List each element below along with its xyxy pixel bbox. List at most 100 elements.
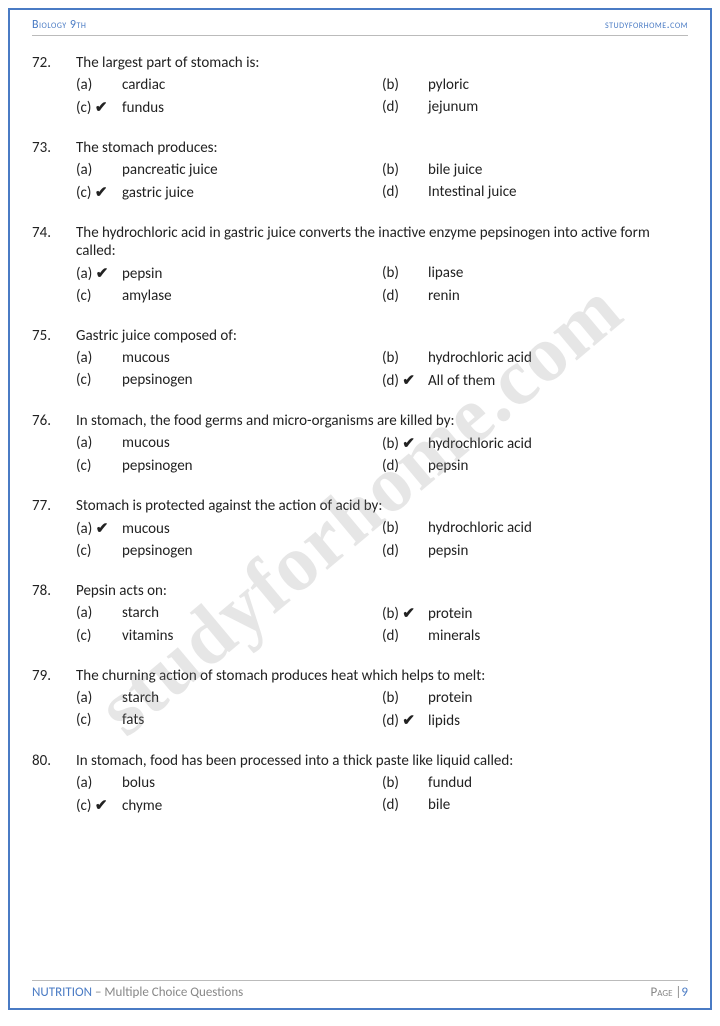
option-a: (a)mucous <box>76 349 382 367</box>
option-text: amylase <box>122 287 172 305</box>
option-text: pepsin <box>122 265 162 283</box>
option-letter-text: (d) <box>382 796 399 814</box>
option-b: (b) ✔hydrochloric acid <box>382 434 688 453</box>
question-number: 78. <box>32 582 76 645</box>
option-letter-text: (c) <box>76 711 91 729</box>
option-letter-text: (d) <box>382 183 399 201</box>
option-letter: (c) <box>76 457 122 475</box>
option-letter-text: (d) <box>382 98 399 116</box>
option-b: (b) hydrochloric acid <box>382 349 688 367</box>
option-text: mucous <box>122 520 170 538</box>
question: 77.Stomach is protected against the acti… <box>32 497 688 560</box>
question-number: 77. <box>32 497 76 560</box>
option-letter: (d) <box>382 627 428 645</box>
option-letter: (d) <box>382 796 428 814</box>
question-text: The hydrochloric acid in gastric juice c… <box>76 224 688 260</box>
option-letter: (c) ✔ <box>76 98 122 117</box>
option-b: (b)hydrochloric acid <box>382 519 688 538</box>
option-letter: (d) ✔ <box>382 711 428 730</box>
option-c: (c) ✔chyme <box>76 796 382 815</box>
options-grid: (a)starch(b) ✔protein(c)vitamins(d)miner… <box>76 604 688 645</box>
option-letter-text: (d) <box>382 287 399 305</box>
option-text: gastric juice <box>122 184 194 202</box>
option-letter: (d) <box>382 183 428 201</box>
question-number: 80. <box>32 752 76 815</box>
option-letter-text: (c) <box>76 371 91 389</box>
footer-subtitle: – Multiple Choice Questions <box>92 985 243 1000</box>
question-text: In stomach, the food germs and micro-org… <box>76 412 688 430</box>
header-left: Biology 9th <box>32 18 86 32</box>
check-icon: ✔ <box>95 98 105 117</box>
option-text: chyme <box>122 797 162 815</box>
option-letter-text: (a) <box>76 520 92 538</box>
option-letter-text: (c) <box>76 287 91 305</box>
option-b: (b)bile juice <box>382 161 688 179</box>
check-icon: ✔ <box>402 371 412 390</box>
option-letter: (b) <box>382 519 428 537</box>
option-letter: (b) <box>382 76 428 94</box>
option-letter-text: (c) <box>76 542 91 560</box>
question-number: 73. <box>32 139 76 202</box>
option-letter-text: (b) <box>382 349 399 367</box>
option-text: pancreatic juice <box>122 161 218 179</box>
option-text: All of them <box>428 372 495 390</box>
option-letter: (d) ✔ <box>382 371 428 390</box>
option-letter: (c) ✔ <box>76 796 122 815</box>
option-text: Intestinal juice <box>428 183 517 201</box>
option-letter-text: (a) <box>76 774 92 792</box>
question-text: Pepsin acts on: <box>76 582 688 600</box>
question-text: The stomach produces: <box>76 139 688 157</box>
option-c: (c)fats <box>76 711 382 730</box>
option-text: bile juice <box>428 161 482 179</box>
option-letter: (d) <box>382 287 428 305</box>
question-body: Stomach is protected against the action … <box>76 497 688 560</box>
option-letter: (c) ✔ <box>76 183 122 202</box>
question-number: 76. <box>32 412 76 475</box>
question-text: Stomach is protected against the action … <box>76 497 688 515</box>
option-text: lipids <box>428 712 460 730</box>
footer-left: NUTRITION – Multiple Choice Questions <box>32 985 243 1000</box>
footer-topic: NUTRITION <box>32 985 92 1000</box>
check-icon: ✔ <box>96 264 106 283</box>
option-letter: (b) <box>382 349 428 367</box>
option-c: (c)vitamins <box>76 627 382 645</box>
question: 72.The largest part of stomach is:(a)car… <box>32 54 688 117</box>
options-grid: (a) ✔mucous(b)hydrochloric acid (c) pepsin… <box>76 519 688 560</box>
option-letter: (a) <box>76 604 122 622</box>
question: 79.The churning action of stomach produc… <box>32 667 688 730</box>
option-letter: (c) <box>76 542 122 560</box>
option-text: bolus <box>122 774 155 792</box>
question-body: The stomach produces:(a)pancreatic juice… <box>76 139 688 202</box>
question: 74.The hydrochloric acid in gastric juic… <box>32 224 688 305</box>
option-letter: (c) <box>76 627 122 645</box>
question-body: In stomach, the food germs and micro-org… <box>76 412 688 475</box>
option-a: (a) bolus <box>76 774 382 792</box>
option-letter-text: (b) <box>382 435 399 453</box>
option-letter: (b) <box>382 689 428 707</box>
option-letter: (b) ✔ <box>382 604 428 623</box>
option-letter: (b) <box>382 774 428 792</box>
check-icon: ✔ <box>402 711 412 730</box>
check-icon: ✔ <box>95 796 105 815</box>
option-letter-text: (a) <box>76 604 92 622</box>
option-letter: (d) <box>382 98 428 116</box>
option-letter: (a) <box>76 76 122 94</box>
option-text: hydrochloric acid <box>428 519 532 537</box>
page-footer: NUTRITION – Multiple Choice Questions Pa… <box>32 980 688 1000</box>
option-text: hydrochloric acid <box>428 349 532 367</box>
question-number: 72. <box>32 54 76 117</box>
option-text: fundus <box>122 99 164 117</box>
option-a: (a) ✔mucous <box>76 519 382 538</box>
option-a: (a)mucous <box>76 434 382 453</box>
option-letter-text: (a) <box>76 434 92 452</box>
question-text: In stomach, food has been processed into… <box>76 752 688 770</box>
option-letter: (b) <box>382 264 428 282</box>
option-text: pepsinogen <box>122 542 193 560</box>
questions-list: 72.The largest part of stomach is:(a)car… <box>32 54 688 815</box>
option-text: starch <box>122 604 159 622</box>
option-letter-text: (b) <box>382 774 399 792</box>
option-letter-text: (a) <box>76 76 92 94</box>
option-text: pyloric <box>428 76 469 94</box>
option-text: starch <box>122 689 159 707</box>
option-d: (d)minerals <box>382 627 688 645</box>
